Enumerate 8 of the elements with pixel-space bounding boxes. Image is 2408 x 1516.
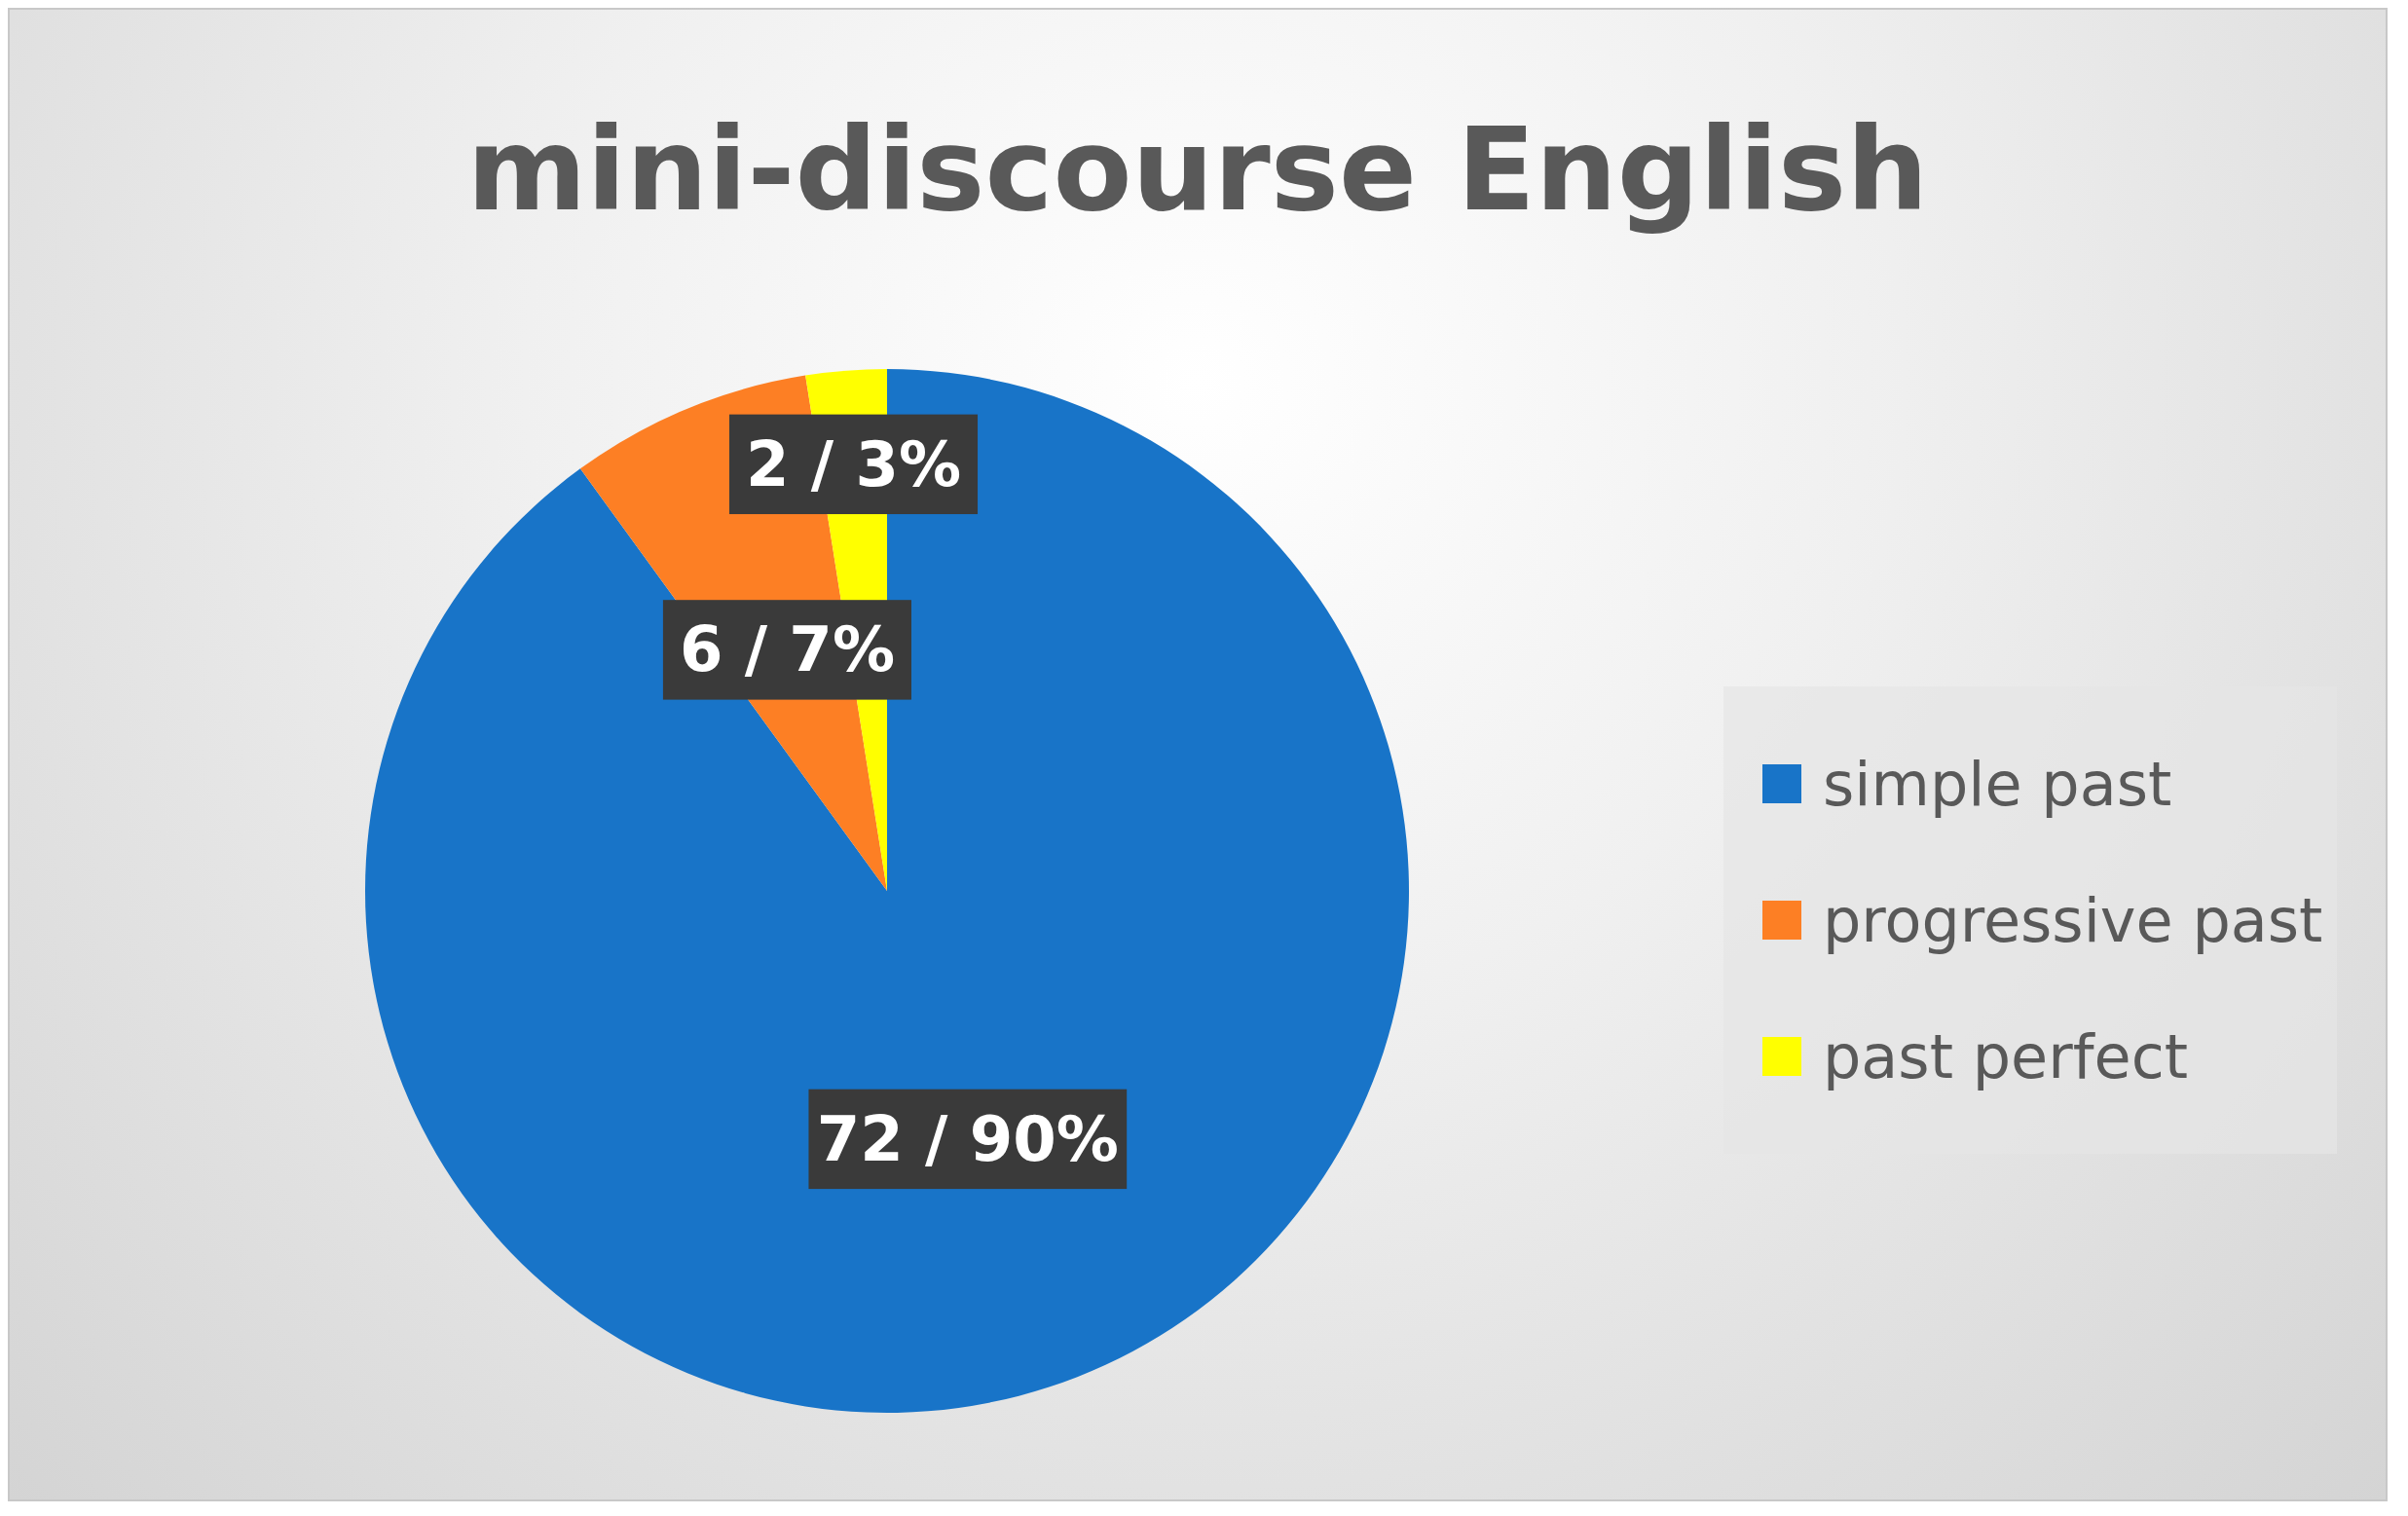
chart-title: mini-discourse English <box>465 102 1930 237</box>
legend-label: past perfect <box>1823 1020 2189 1092</box>
pie-slice <box>365 369 1409 1413</box>
data-label: 2 / 3% <box>745 427 962 500</box>
legend-label: simple past <box>1823 748 2172 820</box>
data-label: 6 / 7% <box>679 613 895 686</box>
legend-label: progressive past <box>1823 884 2323 956</box>
data-label: 72 / 90% <box>816 1102 1119 1175</box>
